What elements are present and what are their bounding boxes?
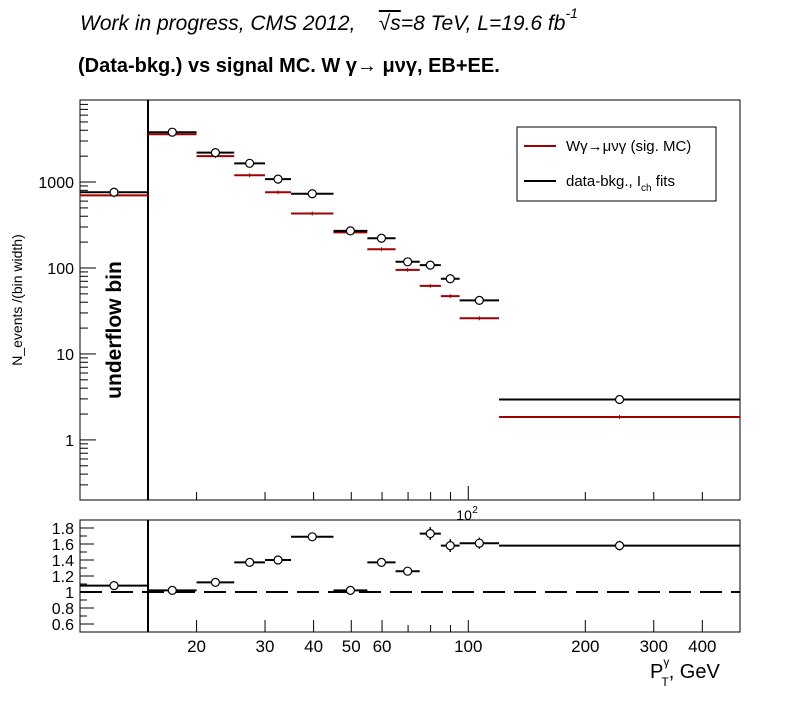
chart-title-line2: (Data-bkg.) vs signal MC. W γ→ μνγ, EB+E… <box>78 55 500 77</box>
ratio-point-marker <box>345 585 356 596</box>
x-axis-label: Pγ T, GeV <box>650 655 720 689</box>
y-tick-label-top: 10 <box>56 347 74 364</box>
x-exponent-label: 10 <box>456 507 472 523</box>
y-tick-label-top: 1000 <box>38 175 74 192</box>
data-point-marker <box>109 187 119 197</box>
y-tick-label-bottom: 0.6 <box>52 617 74 634</box>
data-point-marker <box>307 189 317 199</box>
ratio-point-marker <box>109 580 119 591</box>
x-tick-label: 30 <box>256 637 275 656</box>
y-tick-label-bottom: 1 <box>65 585 74 602</box>
legend-label-mc: Wγ→μνγ (sig. MC) <box>566 138 691 155</box>
y-tick-label-bottom: 1.8 <box>52 521 74 538</box>
title-sqrt-s: √s <box>378 12 401 35</box>
legend-box <box>516 126 717 202</box>
y-tick-label-top: 100 <box>47 261 74 278</box>
y-tick-label-bottom: 1.4 <box>52 553 74 570</box>
ratio-point-marker <box>376 557 387 568</box>
x-tick-label: 200 <box>571 637 599 656</box>
ratio-point-marker <box>425 528 435 539</box>
data-point-marker <box>167 127 177 137</box>
x-tick-label: 400 <box>688 637 716 656</box>
y-tick-label-bottom: 0.8 <box>52 601 74 618</box>
bottom-panel-frame <box>79 519 741 633</box>
data-point-marker <box>445 274 455 284</box>
ratio-point-marker <box>445 540 455 551</box>
data-point-marker <box>376 233 387 243</box>
data-point-marker <box>425 260 435 270</box>
ratio-point-marker <box>273 555 283 565</box>
y-tick-label-top: 1 <box>65 433 74 450</box>
title-line1-text-b: =8 TeV, L=19.6 fb <box>400 12 566 35</box>
x-tick-label: 50 <box>342 637 361 656</box>
x-tick-label: 300 <box>640 637 668 656</box>
ratio-point-marker <box>210 577 221 588</box>
ratio-point-marker <box>474 538 484 548</box>
data-point-marker <box>614 394 625 405</box>
title-line1-text-a: Work in progress, CMS 2012, <box>80 12 356 35</box>
ratio-point-marker <box>403 566 413 576</box>
x-tick-label: 60 <box>373 637 392 656</box>
underflow-bin-annotation: underflow bin <box>103 261 126 399</box>
x-tick-label: 100 <box>454 637 482 656</box>
x-tick-label: 20 <box>187 637 206 656</box>
legend-label-data: data-bkg., Ich fits <box>566 173 675 194</box>
ratio-point-marker <box>614 540 625 551</box>
data-point-marker <box>273 174 283 184</box>
x-tick-label: 40 <box>304 637 323 656</box>
ratio-point-marker <box>245 557 255 568</box>
ratio-point-marker <box>307 532 317 542</box>
data-point-marker <box>403 257 413 267</box>
ratio-point-marker <box>167 585 177 596</box>
title-line1-sup: -1 <box>565 5 578 21</box>
y-axis-label-top: N_events /(bin width) <box>9 234 25 366</box>
y-tick-label-bottom: 1.6 <box>52 537 74 554</box>
data-point-marker <box>210 147 221 158</box>
chart-title-line1: Work in progress, CMS 2012, √s=8 TeV, L=… <box>80 5 578 36</box>
data-point-marker <box>245 158 255 168</box>
x-exponent-sup: 2 <box>472 505 478 516</box>
top-panel-frame <box>79 99 741 501</box>
data-point-marker <box>474 295 484 305</box>
y-tick-label-bottom: 1.2 <box>52 569 74 586</box>
data-point-marker <box>345 226 356 236</box>
